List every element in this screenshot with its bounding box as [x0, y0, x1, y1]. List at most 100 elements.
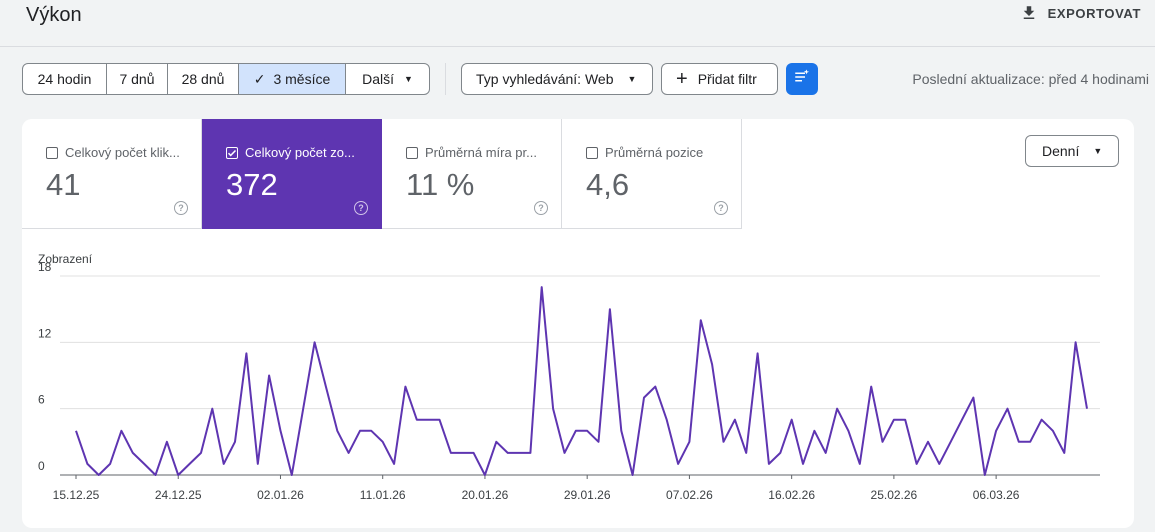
data-point: [450, 452, 452, 454]
caret-down-icon: ▼: [1093, 146, 1103, 156]
range-label: 7 dnů: [119, 71, 155, 87]
range-3-months[interactable]: ✓ 3 měsíce: [239, 64, 346, 94]
range-more-dropdown[interactable]: Další ▼: [346, 64, 429, 94]
range-label: 24 hodin: [37, 71, 92, 87]
filter-list-icon: [793, 68, 811, 91]
data-point: [280, 430, 282, 432]
last-update-text: Poslední aktualizace: před 4 hodinami: [912, 71, 1149, 87]
data-point: [745, 452, 747, 454]
data-point: [813, 430, 815, 432]
range-24-hours[interactable]: 24 hodin: [23, 64, 107, 94]
help-icon[interactable]: ?: [354, 201, 368, 215]
plus-icon: +: [676, 68, 688, 90]
data-point: [234, 441, 236, 443]
data-point: [870, 386, 872, 388]
data-point: [620, 430, 622, 432]
range-7-days[interactable]: 7 dnů: [107, 64, 168, 94]
x-tick-label: 02.01.26: [257, 488, 304, 502]
data-point: [461, 452, 463, 454]
help-icon[interactable]: ?: [714, 201, 728, 215]
y-tick-label: 18: [38, 260, 52, 274]
metric-ctr[interactable]: Průměrná míra pr... 11 % ?: [382, 119, 562, 229]
add-filter-button[interactable]: + Přidat filtr: [661, 63, 778, 95]
granularity-label: Denní: [1042, 143, 1080, 159]
data-point: [654, 386, 656, 388]
data-point: [677, 463, 679, 465]
data-point: [984, 474, 986, 476]
x-tick-label: 07.02.26: [666, 488, 713, 502]
metric-label-row: Celkový počet zo...: [226, 145, 366, 160]
data-point: [518, 452, 520, 454]
data-point: [427, 419, 429, 421]
data-point: [302, 408, 304, 410]
range-28-days[interactable]: 28 dnů: [168, 64, 239, 94]
data-point: [439, 419, 441, 421]
data-point: [1041, 419, 1043, 421]
data-point: [575, 430, 577, 432]
metric-impressions[interactable]: Celkový počet zo... 372 ?: [202, 119, 382, 229]
search-type-label: Typ vyhledávání: Web: [476, 71, 614, 87]
data-point: [1086, 408, 1088, 410]
data-point: [529, 452, 531, 454]
help-icon[interactable]: ?: [174, 201, 188, 215]
metric-label: Celkový počet zo...: [245, 145, 355, 160]
range-label: 28 dnů: [181, 71, 225, 87]
data-point: [120, 430, 122, 432]
add-filter-label: Přidat filtr: [697, 71, 757, 87]
data-point: [541, 286, 543, 288]
data-point: [325, 386, 327, 388]
metric-label: Průměrná pozice: [605, 145, 704, 160]
help-icon[interactable]: ?: [534, 201, 548, 215]
filter-settings-button[interactable]: [786, 63, 818, 95]
caret-down-icon: ▼: [627, 74, 637, 84]
data-point: [484, 474, 486, 476]
data-point: [268, 375, 270, 377]
data-point: [177, 474, 179, 476]
data-point: [98, 474, 100, 476]
data-point: [132, 452, 134, 454]
data-point: [757, 352, 759, 354]
data-point: [847, 430, 849, 432]
data-point: [382, 441, 384, 443]
data-point: [586, 430, 588, 432]
metric-value: 4,6: [586, 167, 630, 202]
metric-value: 372: [226, 167, 278, 202]
data-point: [143, 463, 145, 465]
export-button[interactable]: EXPORTOVAT: [1020, 4, 1141, 22]
granularity-dropdown[interactable]: Denní ▼: [1025, 135, 1119, 167]
impressions-chart: Zobrazení 0 6 12 18 15.12.25 24.12.25 02.01.26 1…: [38, 252, 1100, 502]
data-point: [370, 430, 372, 432]
data-point: [1052, 430, 1054, 432]
download-icon: [1020, 4, 1038, 22]
data-point: [836, 408, 838, 410]
caret-down-icon: ▼: [403, 74, 413, 84]
data-point: [632, 474, 634, 476]
data-point: [473, 452, 475, 454]
data-point: [927, 441, 929, 443]
data-point: [291, 474, 293, 476]
x-tick-label: 11.01.26: [360, 488, 406, 502]
data-point: [245, 352, 247, 354]
data-point: [972, 397, 974, 399]
checkbox-icon: [586, 146, 598, 159]
range-label: Další: [362, 71, 394, 87]
metric-position[interactable]: Průměrná pozice 4,6 ?: [562, 119, 742, 229]
data-point: [336, 430, 338, 432]
data-point: [1007, 408, 1009, 410]
metric-value: 11 %: [406, 167, 475, 202]
y-tick-label: 6: [38, 393, 45, 407]
y-tick-label: 0: [38, 459, 45, 473]
checkbox-icon: [46, 146, 58, 159]
data-point: [155, 474, 157, 476]
metric-value: 41: [46, 167, 81, 202]
data-point: [211, 408, 213, 410]
metric-clicks[interactable]: Celkový počet klik... 41 ?: [22, 119, 202, 229]
metric-label-row: Celkový počet klik...: [46, 145, 186, 160]
search-type-dropdown[interactable]: Typ vyhledávání: Web ▼: [461, 63, 653, 95]
check-icon: ✓: [253, 70, 266, 87]
x-tick-label: 25.02.26: [871, 488, 918, 502]
data-point: [314, 341, 316, 343]
divider: [445, 63, 446, 95]
data-point: [189, 463, 191, 465]
data-point: [598, 441, 600, 443]
